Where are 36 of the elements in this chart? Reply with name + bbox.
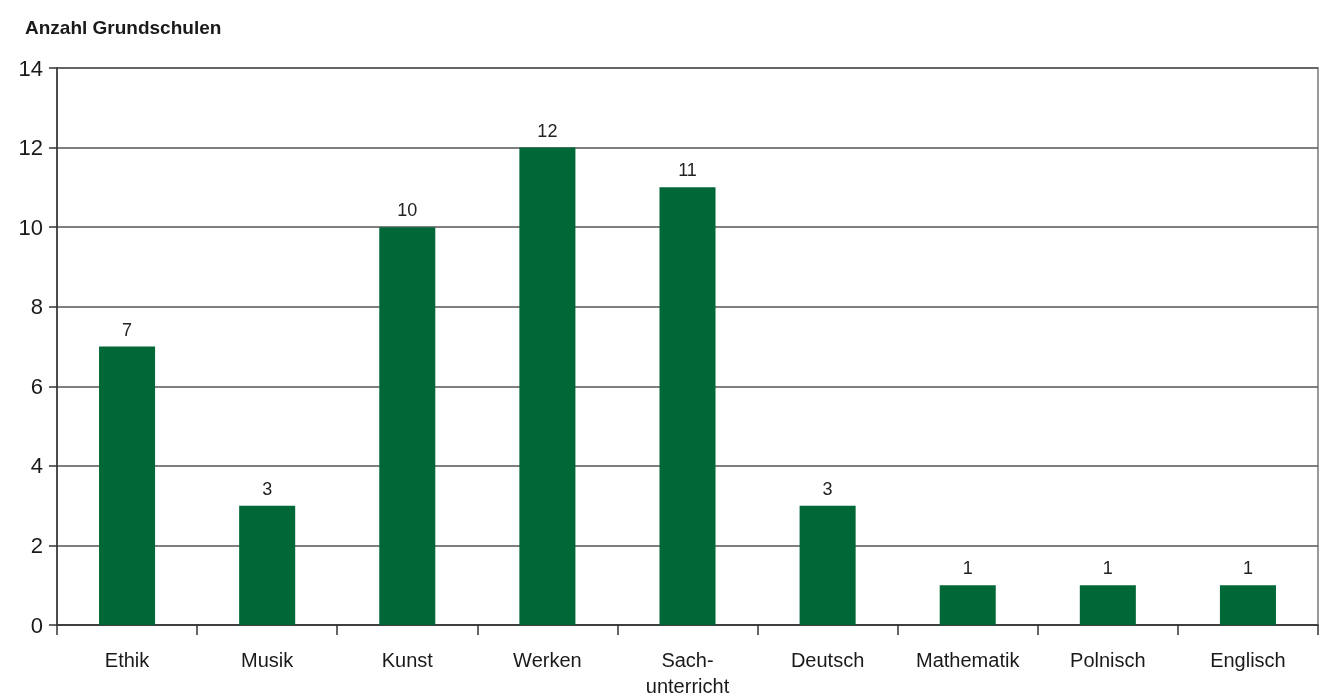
bar [99,346,156,625]
bar [939,585,996,625]
bar [1079,585,1136,625]
bar [519,147,576,625]
y-tick-label: 4 [30,453,43,479]
x-tick-label: Englisch [1210,649,1286,671]
y-tick-label: 2 [30,532,43,558]
data-label: 1 [1242,558,1253,579]
y-tick-label: 14 [18,55,43,81]
data-label: 1 [962,558,973,579]
data-label: 3 [262,478,273,499]
y-tick-label: 10 [18,214,43,240]
bar [1219,585,1276,625]
x-tick-label: Ethik [104,649,151,671]
y-tick-label: 12 [18,135,43,161]
bar [799,505,856,625]
y-tick-label: 6 [30,373,43,399]
y-axis-title: Anzahl Grundschulen [25,17,222,38]
bar [659,187,716,625]
x-tick-label: Musik [241,649,295,671]
x-tick-label: Deutsch [790,649,865,671]
y-tick-label: 8 [30,294,43,320]
data-label: 11 [678,160,697,181]
data-label: 10 [397,200,418,221]
x-tick-label: Mathematik [916,649,1021,671]
y-tick-label: 0 [30,612,43,638]
data-label: 3 [822,478,833,499]
data-label: 7 [122,319,133,340]
data-label: 12 [537,120,558,141]
bar [379,227,436,625]
x-tick-label: Sach- unterricht [645,649,730,697]
data-label: 1 [1102,558,1113,579]
x-tick-label: Kunst [381,649,434,671]
x-tick-label: Werken [513,649,582,671]
x-tick-label: Polnisch [1070,649,1146,671]
bar [239,505,296,625]
